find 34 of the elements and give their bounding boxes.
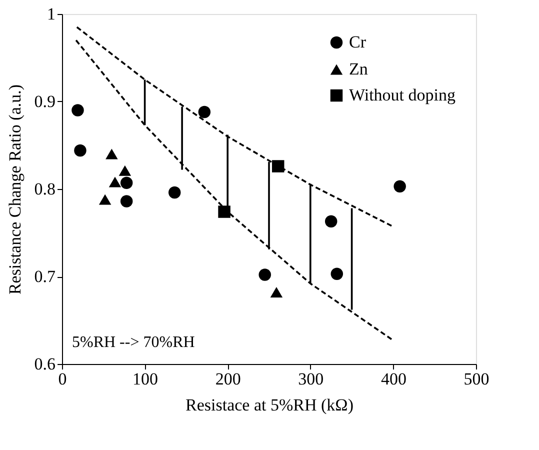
annotation: 5%RH --> 70%RH [72, 334, 196, 351]
point [120, 176, 133, 189]
point [106, 148, 118, 160]
point [118, 165, 132, 176]
point [198, 106, 211, 118]
point [394, 180, 406, 192]
x-tick-label: 100 [132, 370, 158, 388]
point [330, 268, 344, 280]
point [108, 176, 122, 188]
y-tick-label: 0.6 [34, 354, 56, 374]
y-tick-label: 1 [47, 4, 56, 24]
y-tick-label: 0.7 [34, 267, 56, 286]
point [120, 195, 133, 208]
legend-label: Without doping [349, 86, 456, 104]
y-tick-label: 0.9 [34, 92, 56, 111]
x-tick-label: 400 [380, 370, 406, 388]
x-tick-label: 300 [298, 370, 324, 388]
x-axis-title: Resistace at 5%RH (kΩ) [186, 396, 354, 414]
legend-label: Cr [349, 32, 366, 52]
point [258, 268, 271, 281]
point [324, 215, 338, 228]
point [218, 206, 230, 218]
x-tick-label: 200 [215, 370, 241, 388]
point [272, 160, 284, 172]
point [72, 104, 84, 116]
point [168, 186, 181, 199]
point [74, 144, 86, 157]
point [270, 286, 283, 298]
x-tick-label: 500 [464, 370, 490, 388]
x-tick-label: 0 [58, 370, 67, 388]
y-axis-title: Resistance Change Ratio (a.u.) [5, 84, 24, 295]
y-tick-label: 0.8 [34, 180, 56, 198]
legend-label: Zn [349, 60, 368, 78]
point [98, 194, 112, 205]
